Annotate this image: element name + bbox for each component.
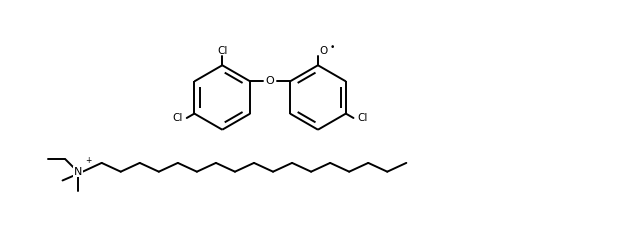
Text: Cl: Cl — [173, 114, 183, 123]
Text: Cl: Cl — [357, 114, 368, 123]
Text: Cl: Cl — [217, 46, 228, 55]
Text: •: • — [329, 43, 334, 52]
Text: +: + — [85, 156, 92, 165]
Text: O: O — [265, 76, 274, 86]
Text: N: N — [73, 167, 82, 177]
Text: O: O — [319, 46, 327, 55]
